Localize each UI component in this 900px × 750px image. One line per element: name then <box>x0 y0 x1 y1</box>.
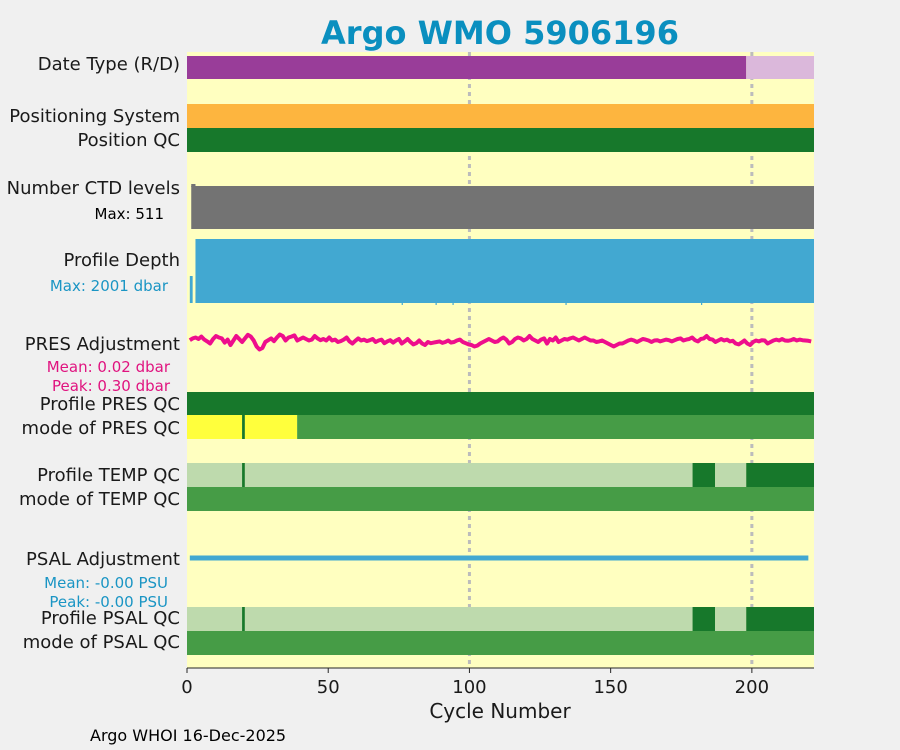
data-type-segment-0 <box>187 56 747 79</box>
label-mode-pres-qc: mode of PRES QC <box>22 418 180 439</box>
profile-temp-qc-segment-5 <box>746 463 814 487</box>
label-positioning-system: Positioning System <box>9 106 180 127</box>
mode-psal-qc-segment-0 <box>187 631 814 655</box>
profile-depth-dip-1 <box>435 303 437 305</box>
profile-depth-dip-3 <box>565 303 567 305</box>
label-data-type: Date Type (R/D) <box>38 54 180 75</box>
x-tick-label-200: 200 <box>735 677 769 698</box>
profile-depth-short-1 <box>189 276 193 303</box>
profile-psal-qc-segment-0 <box>187 607 243 631</box>
pres-adjustment-line <box>188 332 812 352</box>
label-profile-psal-qc: Profile PSAL QC <box>41 608 180 629</box>
profile-pres-qc-segment-0 <box>187 392 814 415</box>
x-tick-label-0: 0 <box>181 677 192 698</box>
profile-psal-qc-segment-4 <box>715 607 747 631</box>
label-ctd-levels: Number CTD levels <box>7 178 180 199</box>
profile-psal-qc-segment-5 <box>746 607 814 631</box>
mode-pres-qc-segment-3 <box>297 415 814 439</box>
label-mode-psal-qc: mode of PSAL QC <box>23 632 180 653</box>
timeline-bars <box>187 56 815 655</box>
psal-mean-label: Mean: -0.00 PSU <box>44 574 168 592</box>
pres-peak-label: Peak: 0.30 dbar <box>52 377 171 395</box>
data-type-segment-1 <box>746 56 814 79</box>
profile-psal-qc-segment-3 <box>692 607 716 631</box>
label-profile-temp-qc: Profile TEMP QC <box>37 465 180 486</box>
profile-depth-short-2 <box>195 292 199 303</box>
ctd-levels-bar <box>191 186 815 229</box>
position-qc-segment-0 <box>187 128 814 152</box>
mode-temp-qc-segment-0 <box>187 487 814 511</box>
x-tick-label-100: 100 <box>452 677 486 698</box>
psal-peak-label: Peak: -0.00 PSU <box>49 593 168 611</box>
label-profile-pres-qc: Profile PRES QC <box>40 394 180 415</box>
footer-credit: Argo WHOI 16-Dec-2025 <box>90 726 286 745</box>
mode-pres-qc-segment-1 <box>242 415 245 439</box>
grid-lines <box>467 52 754 668</box>
profile-psal-qc-segment-1 <box>242 607 245 631</box>
row-labels: Date Type (R/D) Positioning System Posit… <box>7 54 180 653</box>
depth-max-label: Max: 2001 dbar <box>50 277 169 295</box>
chart-title: Argo WMO 5906196 <box>321 14 679 52</box>
profile-depth-bar <box>195 239 815 303</box>
x-tick-label-50: 50 <box>317 677 340 698</box>
x-axis-label: Cycle Number <box>429 699 571 723</box>
ctd-levels-max-spike <box>191 184 196 187</box>
profile-temp-qc-segment-4 <box>715 463 747 487</box>
plot-area <box>187 52 814 668</box>
mode-pres-qc-segment-0 <box>187 415 243 439</box>
x-axis: 0 50 100 150 200 <box>181 667 814 698</box>
label-profile-depth: Profile Depth <box>63 250 180 271</box>
profile-depth-dip-0 <box>401 303 403 305</box>
label-position-qc: Position QC <box>77 130 180 151</box>
profile-temp-qc-segment-0 <box>187 463 243 487</box>
profile-temp-qc-segment-3 <box>692 463 716 487</box>
profile-depth-dip-4 <box>701 303 703 305</box>
positioning-segment-0 <box>187 104 814 128</box>
profile-psal-qc-segment-2 <box>244 607 693 631</box>
mode-pres-qc-segment-2 <box>244 415 298 439</box>
label-psal-adjustment: PSAL Adjustment <box>26 549 180 570</box>
pres-mean-label: Mean: 0.02 dbar <box>47 358 171 376</box>
profile-depth-dip-2 <box>452 303 454 305</box>
profile-temp-qc-segment-1 <box>242 463 245 487</box>
x-tick-label-150: 150 <box>593 677 627 698</box>
label-mode-temp-qc: mode of TEMP QC <box>19 489 180 510</box>
profile-temp-qc-segment-2 <box>244 463 693 487</box>
label-pres-adjustment: PRES Adjustment <box>25 334 180 355</box>
ctd-max-label: Max: 511 <box>95 205 164 223</box>
